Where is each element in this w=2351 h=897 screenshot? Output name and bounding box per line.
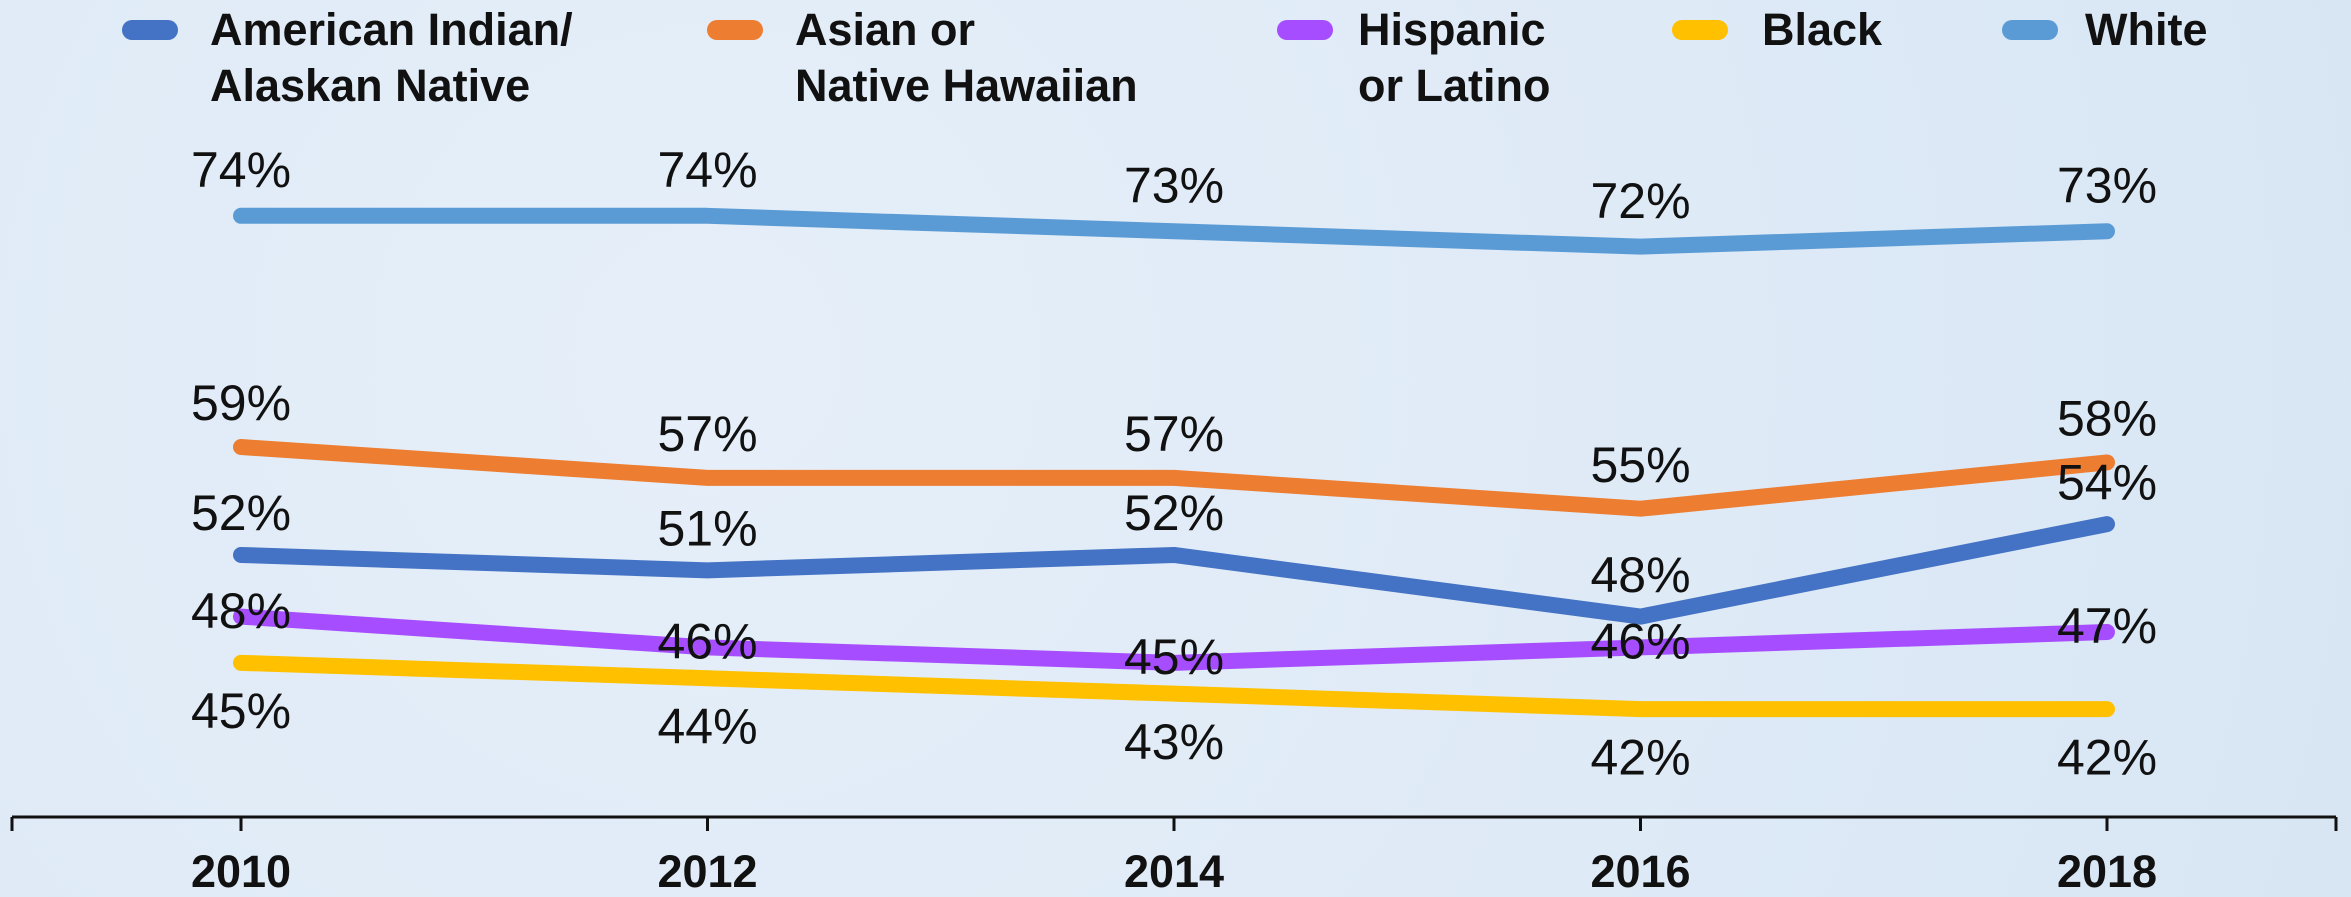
data-label: 42% [1590, 729, 1690, 785]
data-label: 51% [657, 501, 757, 557]
data-label: 47% [2057, 598, 2157, 654]
legend-label: Asian or Native Hawaiian [795, 4, 1138, 111]
x-tick-label: 2012 [657, 846, 757, 897]
data-label: 58% [2057, 391, 2157, 447]
data-label: 73% [2057, 157, 2157, 213]
data-label: 72% [1590, 173, 1690, 229]
series-line [233, 608, 2115, 671]
legend-label: Black [1762, 4, 1883, 55]
data-label: 74% [657, 142, 757, 198]
legend-label: Hispanic or Latino [1358, 4, 1551, 111]
data-label: 52% [191, 485, 291, 541]
data-label: 54% [2057, 454, 2157, 510]
x-tick-label: 2016 [1590, 846, 1690, 897]
data-label: 46% [1590, 614, 1690, 670]
series-line [233, 516, 2115, 625]
data-label: 74% [191, 142, 291, 198]
data-label: 43% [1124, 714, 1224, 770]
legend-label: American Indian/ Alaskan Native [210, 4, 573, 111]
x-tick-label: 2010 [191, 846, 291, 897]
series-line [233, 654, 2115, 718]
data-label: 45% [191, 683, 291, 739]
data-label: 57% [1124, 406, 1224, 462]
legend-label: White [2085, 4, 2208, 55]
data-label: 57% [657, 406, 757, 462]
data-label: 48% [191, 583, 291, 639]
data-label: 44% [657, 698, 757, 754]
x-tick-label: 2014 [1124, 846, 1224, 897]
data-label: 45% [1124, 629, 1224, 685]
data-label: 48% [1590, 547, 1690, 603]
data-label: 55% [1590, 437, 1690, 493]
series-line [233, 439, 2115, 517]
data-label: 42% [2057, 729, 2157, 785]
data-label: 52% [1124, 485, 1224, 541]
data-label: 46% [657, 614, 757, 670]
x-tick-label: 2018 [2057, 846, 2157, 897]
data-label: 59% [191, 375, 291, 431]
series-line [233, 207, 2115, 255]
data-label: 73% [1124, 157, 1224, 213]
